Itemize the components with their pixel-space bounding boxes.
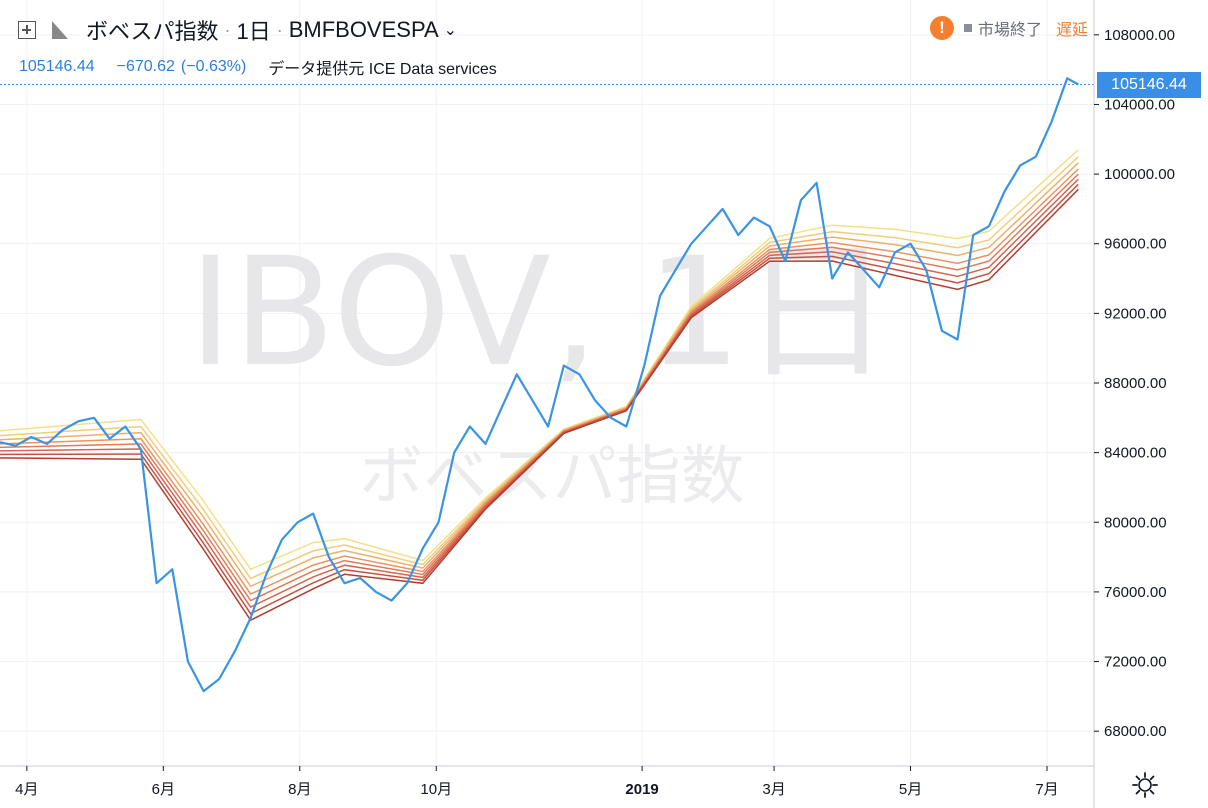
x-tick-label: 6月 xyxy=(152,781,175,798)
change-value: −670.62 xyxy=(116,58,175,75)
plus-square-icon[interactable] xyxy=(18,19,40,41)
y-tick-label: 80000.00 xyxy=(1104,514,1167,531)
x-tick-label: 5月 xyxy=(899,781,922,798)
market-status: ! 市場終了 遅延 xyxy=(929,15,1088,41)
price-series xyxy=(0,77,1079,693)
x-tick-label: 8月 xyxy=(288,781,311,798)
y-tick-label: 104000.00 xyxy=(1104,96,1175,113)
exchange-symbol[interactable]: BMFBOVESPA xyxy=(288,17,439,42)
watermark-ticker: IBOV, 1日 xyxy=(188,226,891,400)
flag-icon[interactable] xyxy=(52,19,74,41)
y-tick-label: 92000.00 xyxy=(1104,305,1167,322)
y-tick-label: 88000.00 xyxy=(1104,375,1167,392)
separator-dot: · xyxy=(224,19,231,40)
watermark-name: ボベスパ指数 xyxy=(359,440,744,514)
chevron-down-icon[interactable]: ⌄ xyxy=(443,22,458,39)
y-tick-label: 68000.00 xyxy=(1104,723,1167,740)
price-axis[interactable]: 68000.00 72000.00 76000.00 80000.00 84000.00… xyxy=(1094,27,1175,740)
y-tick-label: 100000.00 xyxy=(1104,166,1175,183)
chart-legend: ボベスパ指数 · 1日 · BMFBOVESPA ⌄ 105146.44 −67… xyxy=(0,0,1094,90)
price-line xyxy=(0,77,1079,693)
y-tick-label: 76000.00 xyxy=(1104,584,1167,601)
y-tick-label: 108000.00 xyxy=(1104,27,1175,44)
watermark: IBOV, 1日 ボベスパ指数 xyxy=(188,226,891,514)
x-tick-label: 10月 xyxy=(420,781,452,798)
warning-icon[interactable]: ! xyxy=(929,16,954,40)
last-price-value: 105146.44 xyxy=(19,58,95,75)
y-tick-label: 84000.00 xyxy=(1104,445,1167,462)
gear-icon[interactable] xyxy=(1130,770,1160,800)
time-axis[interactable]: 4月 6月 8月 10月 2019 3月 5月 7月 xyxy=(15,766,1059,798)
ma-ribbon-line xyxy=(0,149,1079,571)
market-closed-label: 市場終了 xyxy=(977,22,1042,39)
y-tick-label: 96000.00 xyxy=(1104,236,1167,253)
last-price-tag: 105146.44 xyxy=(1097,71,1201,98)
grid xyxy=(0,0,1094,766)
symbol-row: ボベスパ指数 · 1日 · BMFBOVESPA ⌄ xyxy=(18,15,457,45)
ma-ribbon xyxy=(0,149,1079,622)
symbol-name[interactable]: ボベスパ指数 xyxy=(86,19,219,44)
delayed-label[interactable]: 遅延 xyxy=(1055,22,1088,39)
change-percent: (−0.63%) xyxy=(180,58,247,75)
x-tick-label: 4月 xyxy=(15,781,38,798)
separator-dot: · xyxy=(276,19,283,40)
x-tick-label: 7月 xyxy=(1035,781,1058,798)
data-provider: データ提供元 ICE Data services xyxy=(268,61,497,78)
ma-ribbon-line xyxy=(0,188,1079,622)
y-tick-label: 72000.00 xyxy=(1104,654,1167,671)
x-tick-label: 3月 xyxy=(762,781,785,798)
values-row: 105146.44 −670.62 (−0.63%) データ提供元 ICE Da… xyxy=(19,55,497,79)
x-tick-label: 2019 xyxy=(625,781,658,798)
interval-label[interactable]: 1日 xyxy=(236,19,271,44)
status-square-icon xyxy=(963,24,972,32)
